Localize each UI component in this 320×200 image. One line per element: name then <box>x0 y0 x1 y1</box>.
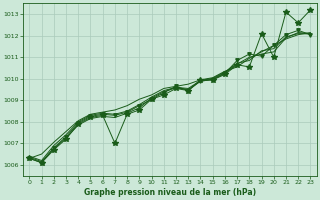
X-axis label: Graphe pression niveau de la mer (hPa): Graphe pression niveau de la mer (hPa) <box>84 188 256 197</box>
